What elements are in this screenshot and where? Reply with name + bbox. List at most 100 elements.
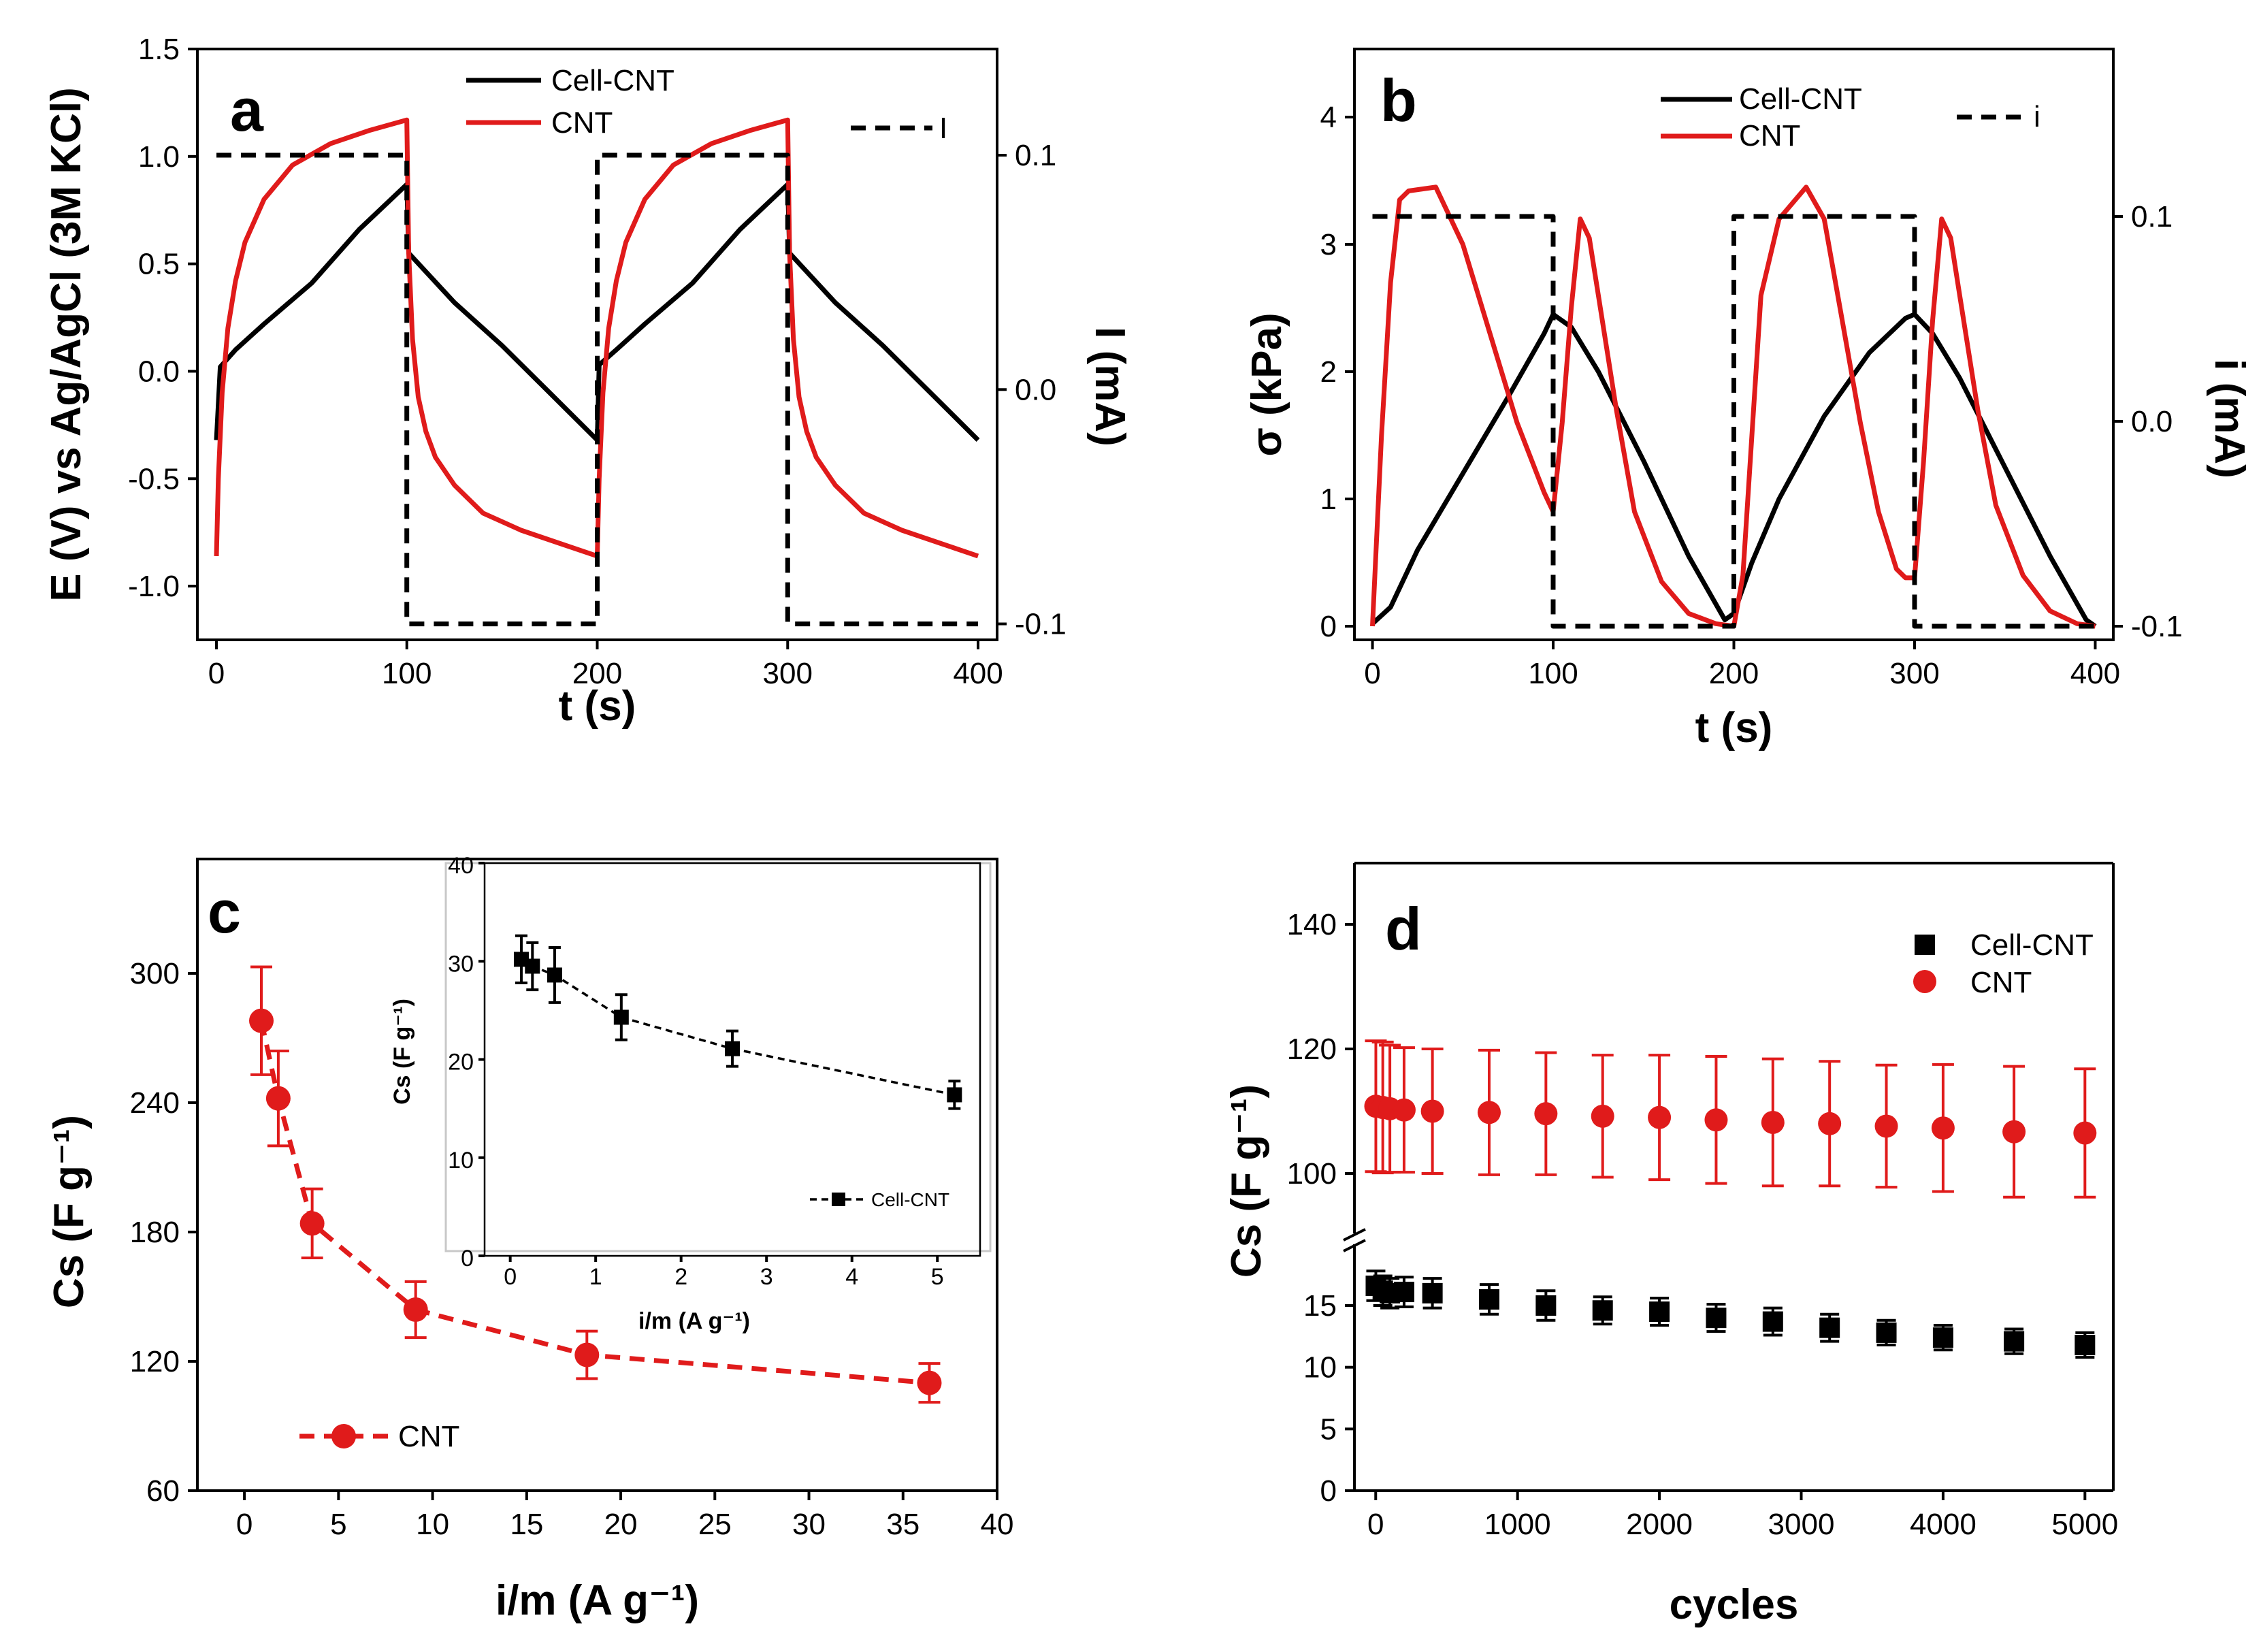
data-point (1874, 1114, 1898, 1138)
legend-label: CNT (551, 106, 613, 140)
x-tick-label: 400 (2070, 657, 2120, 690)
y-tick-label: 0.0 (1015, 373, 1056, 406)
data-point (2004, 1331, 2025, 1352)
plot-frame (196, 858, 998, 1492)
data-point (1534, 1102, 1558, 1126)
data-point (725, 1041, 740, 1056)
panel-b: 0 100 200 300 400 0 1 2 3 4 -0.1 0.0 0.1 t (s) σ (kPa)… (1243, 48, 2253, 751)
inset-legend-label: Cell-CNT (871, 1189, 949, 1210)
legend-marker (331, 1424, 356, 1448)
data-point (1591, 1104, 1614, 1128)
x-tick-label: 1 (589, 1264, 602, 1290)
x-axis-title: t (s) (1695, 704, 1773, 751)
x-tick-label: 0 (236, 1508, 253, 1541)
data-point (1393, 1282, 1414, 1303)
x-tick-label: 0 (1367, 1508, 1384, 1541)
fit-line-cnt (259, 1020, 930, 1386)
inset-plot: 0 1 2 3 4 5 0 10 20 30 40 i/m (A g⁻¹) Cs (F g⁻¹) Cell… (389, 853, 992, 1334)
x-tick-label: 4000 (1910, 1508, 1977, 1541)
data-point (265, 1086, 291, 1111)
panel-label-c: c (208, 878, 241, 945)
y-tick-label: 140 (1287, 908, 1337, 941)
series-line-cnt (1370, 184, 2096, 629)
axis-break-mark (1343, 1228, 1366, 1242)
data-point (1706, 1308, 1727, 1329)
y-tick-label: 0 (461, 1246, 474, 1272)
data-point (2002, 1120, 2026, 1144)
series-line-i (1372, 214, 2096, 629)
data-point (1818, 1112, 1842, 1135)
y-tick-label: 5 (1320, 1412, 1337, 1446)
legend-label: Cell-CNT (551, 64, 674, 97)
legend-label: CNT (1970, 966, 2032, 999)
y-axis-title: σ (kPa) (1243, 312, 1290, 456)
y-tick-label: 3 (1320, 228, 1337, 261)
y-tick-label: 100 (1287, 1157, 1337, 1191)
y-axis-title: Cs (F g⁻¹) (46, 1115, 93, 1308)
data-point (299, 1211, 325, 1236)
data-point (1762, 1311, 1783, 1332)
legend-label: i (2034, 100, 2040, 133)
data-point (547, 967, 562, 983)
data-point (1648, 1105, 1672, 1129)
y-axis-title: Cs (F g⁻¹) (1223, 1084, 1270, 1278)
y-tick-label: 10 (448, 1148, 474, 1173)
panel-label-a: a (230, 76, 264, 144)
y-axis-title: E (V) vs Ag/AgCl (3M KCl) (43, 87, 90, 602)
x-tick-label: 300 (763, 657, 813, 690)
inset-fit-line (521, 958, 955, 1097)
panel-a: 0 100 200 300 400 -1.0 -0.5 0.0 0.5 1.0 1.5 -0.1 0.0… (43, 33, 1133, 730)
data-point (2075, 1335, 2096, 1356)
y2-axis-title: I (mA) (1086, 327, 1133, 447)
y-tick-label: 30 (448, 951, 474, 977)
panel-label-d: d (1385, 895, 1422, 962)
data-point (249, 1008, 274, 1033)
x-tick-label: 2 (674, 1264, 687, 1290)
x-tick-label: 100 (382, 657, 432, 690)
data-point (947, 1087, 962, 1103)
inset-frame (444, 862, 992, 1252)
y-tick-label: 180 (130, 1216, 180, 1249)
x-tick-label: 25 (698, 1508, 732, 1541)
x-tick-label: 10 (416, 1508, 449, 1541)
data-point (1649, 1301, 1670, 1323)
legend-label: I (939, 112, 947, 145)
data-point (574, 1342, 600, 1367)
panel-label-b: b (1380, 67, 1417, 134)
x-tick-label: 3 (760, 1264, 773, 1290)
data-point (525, 958, 540, 974)
series-line-i (216, 152, 978, 627)
data-point (403, 1297, 428, 1322)
y2-axis-title: i (mA) (2206, 359, 2253, 479)
axis-break-mark (1343, 1239, 1366, 1252)
legend-marker (1915, 935, 1935, 955)
x-axis-title: t (s) (559, 683, 636, 730)
panel-d: 0 1000 2000 3000 4000 5000 0 5 10 15 100 120 140 cycl… (1223, 862, 2118, 1628)
data-point (1478, 1289, 1499, 1310)
legend-marker (1913, 970, 1936, 993)
data-point (1392, 1098, 1416, 1122)
data-point (1704, 1108, 1728, 1132)
legend-label: Cell-CNT (1739, 82, 1862, 116)
x-tick-label: 3000 (1768, 1508, 1835, 1541)
legend-label: CNT (1739, 119, 1800, 152)
x-tick-label: 400 (953, 657, 1003, 690)
y-tick-label: 300 (130, 957, 180, 990)
y-tick-label: 0.0 (2131, 405, 2173, 438)
x-tick-label: 20 (604, 1508, 638, 1541)
data-point (1535, 1295, 1557, 1316)
y-tick-label: 10 (1303, 1351, 1337, 1384)
x-axis-title: i/m (A g⁻¹) (495, 1577, 699, 1624)
x-tick-label: 0 (208, 657, 225, 690)
y-tick-label: 0.5 (138, 248, 180, 281)
x-tick-label: 200 (1709, 657, 1759, 690)
data-point (1932, 1327, 1953, 1348)
x-tick-label: 40 (981, 1508, 1014, 1541)
x-tick-label: 15 (510, 1508, 543, 1541)
legend-label: Cell-CNT (1970, 928, 2094, 962)
x-tick-label: 5000 (2051, 1508, 2118, 1541)
y-tick-label: 0.1 (1015, 139, 1056, 172)
x-tick-label: 35 (886, 1508, 920, 1541)
